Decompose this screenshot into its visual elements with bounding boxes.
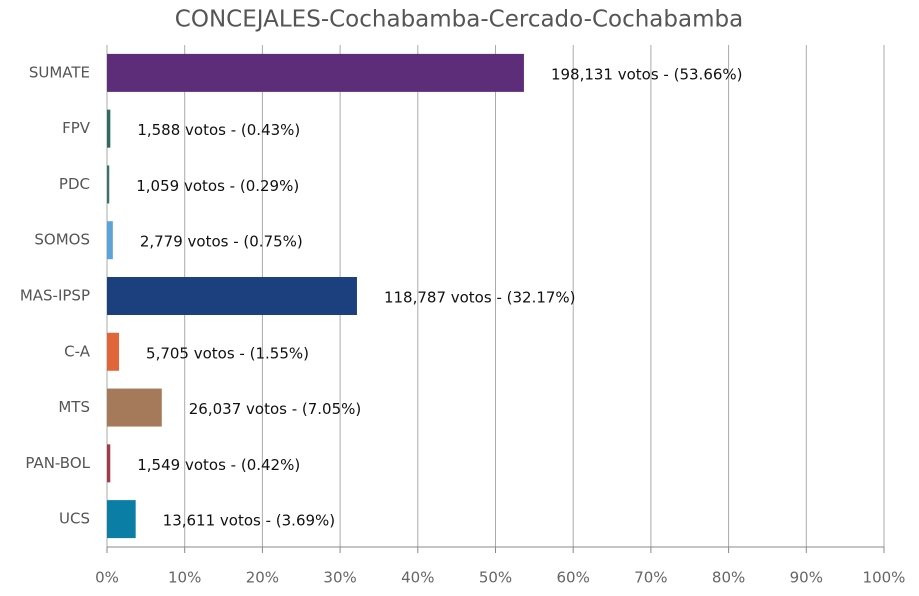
value-label: 5,705 votos - (1.55%) xyxy=(146,344,309,362)
value-label: 1,588 votos - (0.43%) xyxy=(137,121,300,139)
value-label: 1,549 votos - (0.42%) xyxy=(137,456,300,474)
value-label: 1,059 votos - (0.29%) xyxy=(136,177,299,195)
chart-title: CONCEJALES-Cochabamba-Cercado-Cochabamba xyxy=(175,7,743,33)
bar xyxy=(107,109,111,148)
x-tick-label: 0% xyxy=(95,569,119,587)
value-label: 13,611 votos - (3.69%) xyxy=(163,512,336,530)
x-tick-label: 60% xyxy=(557,569,590,587)
value-label: 26,037 votos - (7.05%) xyxy=(189,400,362,418)
bar xyxy=(107,53,524,92)
y-tick-label: UCS xyxy=(59,510,90,528)
y-tick-label: MAS-IPSP xyxy=(20,287,90,305)
y-tick-label: C-A xyxy=(64,342,91,360)
y-tick-label: MTS xyxy=(58,398,90,416)
y-tick-label: SUMATE xyxy=(29,63,90,81)
bar xyxy=(107,388,162,427)
bar xyxy=(107,500,136,539)
bar xyxy=(107,277,357,315)
y-tick-label: PAN-BOL xyxy=(25,454,90,472)
y-tick-label: SOMOS xyxy=(34,231,90,249)
x-tick-label: 90% xyxy=(790,569,823,587)
x-tick-label: 10% xyxy=(168,569,201,587)
bar xyxy=(107,165,110,204)
bar xyxy=(107,444,111,483)
bar xyxy=(107,332,120,371)
x-tick-label: 100% xyxy=(863,569,906,587)
value-label: 118,787 votos - (32.17%) xyxy=(384,289,576,307)
value-label: 2,779 votos - (0.75%) xyxy=(140,233,303,251)
bar xyxy=(107,221,113,260)
x-tick-label: 20% xyxy=(246,569,279,587)
x-tick-label: 70% xyxy=(634,569,667,587)
x-tick-label: 30% xyxy=(323,569,356,587)
x-tick-label: 50% xyxy=(479,569,512,587)
y-tick-label: PDC xyxy=(59,175,90,193)
value-label: 198,131 votos - (53.66%) xyxy=(551,65,743,83)
x-tick-label: 80% xyxy=(712,569,745,587)
y-tick-label: FPV xyxy=(62,119,91,137)
x-tick-label: 40% xyxy=(401,569,434,587)
